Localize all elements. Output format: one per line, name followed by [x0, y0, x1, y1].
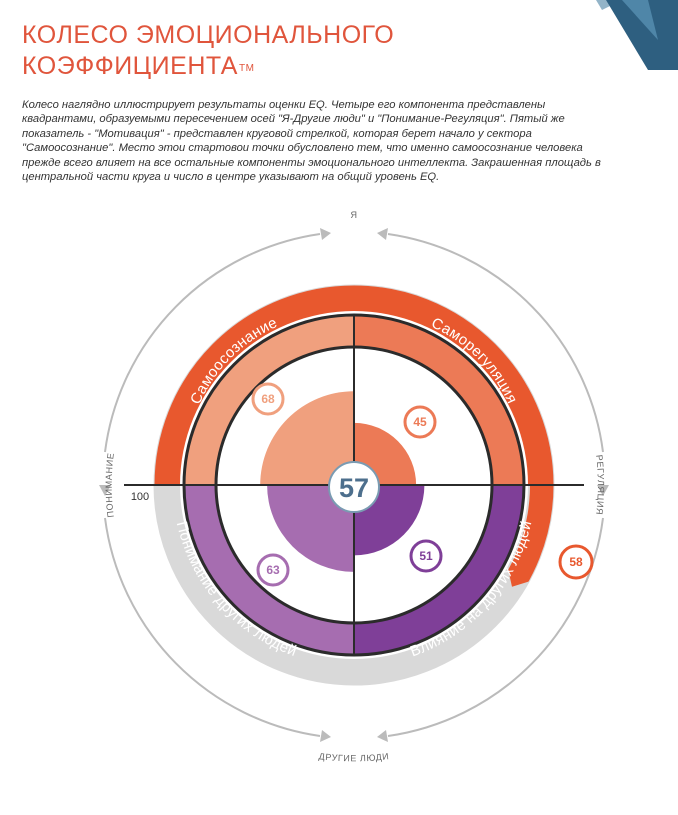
badge-self-awareness: 68	[251, 382, 285, 416]
overall-score-circle	[328, 461, 380, 513]
axis-arc-bottom-left	[104, 517, 321, 737]
axis-label-right: РЕГУЛЯЦИЯ	[594, 454, 606, 515]
badge-understanding-others-circle	[256, 553, 290, 587]
motivation-label: МОТИВАЦИЯ	[294, 241, 415, 268]
wedge-understanding-others	[267, 485, 354, 572]
badge-self-regulation-circle	[403, 405, 437, 439]
description: Колесо наглядно иллюстрирует результаты …	[22, 99, 601, 184]
badge-understanding-others-value: 63	[266, 563, 280, 577]
badge-motivation-circle	[558, 544, 594, 580]
arrowhead-left	[99, 485, 111, 496]
overall-score: 57	[328, 461, 380, 513]
axis-label-right-path: РЕГУЛЯЦИЯ	[594, 454, 605, 515]
arrowhead-bottom-left	[320, 730, 331, 742]
badge-self-regulation: 45	[403, 405, 437, 439]
badge-understanding-others: 63	[256, 553, 290, 587]
page-title: КОЛЕСО ЭМОЦИОНАЛЬНОГО КОЭФФИЦИЕНТАTM	[22, 20, 394, 82]
badge-self-awareness-circle	[251, 382, 285, 416]
badge-influence-others: 51	[409, 539, 443, 573]
arrowhead-top-left	[320, 228, 331, 240]
scale-min-label: 0	[137, 471, 143, 483]
axis-arrowheads	[99, 228, 609, 742]
corner-shape-dark	[606, 0, 678, 70]
title-line-2: КОЭФФИЦИЕНТА	[22, 52, 238, 80]
axis-label-top: Я	[350, 210, 357, 220]
arrowhead-bottom-right	[377, 730, 388, 742]
badge-influence-others-value: 51	[419, 549, 433, 563]
badge-motivation-value: 58	[569, 555, 583, 569]
corner-shape-mid	[622, 0, 658, 40]
axis-label-bottom: ДРУГИЕ ЛЮДИ	[318, 751, 390, 763]
wedge-self-awareness	[260, 391, 354, 485]
title-line-1: КОЛЕСО ЭМОЦИОНАЛЬНОГО	[22, 21, 395, 49]
trademark-mark: TM	[239, 63, 255, 74]
axis-label-bottom-path: ДРУГИЕ ЛЮДИ	[318, 751, 389, 763]
badge-self-regulation-value: 45	[413, 415, 427, 429]
axis-label-left: ПОНИМАНИЕ	[104, 452, 116, 518]
motivation-label-path: МОТИВАЦИЯ	[294, 241, 414, 268]
axis-arc-top-right	[387, 233, 604, 453]
badge-influence-others-circle	[409, 539, 443, 573]
badge-self-awareness-value: 68	[261, 392, 275, 406]
badge-motivation: 58	[558, 544, 594, 580]
arrowhead-right	[597, 485, 609, 496]
scale-max-label: 100	[131, 491, 149, 503]
axis-arc-top-left	[104, 233, 321, 453]
arrowhead-top-right	[377, 228, 388, 240]
corner-decoration	[596, 0, 678, 70]
axis-label-left-path: ПОНИМАНИЕ	[104, 452, 116, 518]
overall-score-value: 57	[339, 473, 369, 503]
